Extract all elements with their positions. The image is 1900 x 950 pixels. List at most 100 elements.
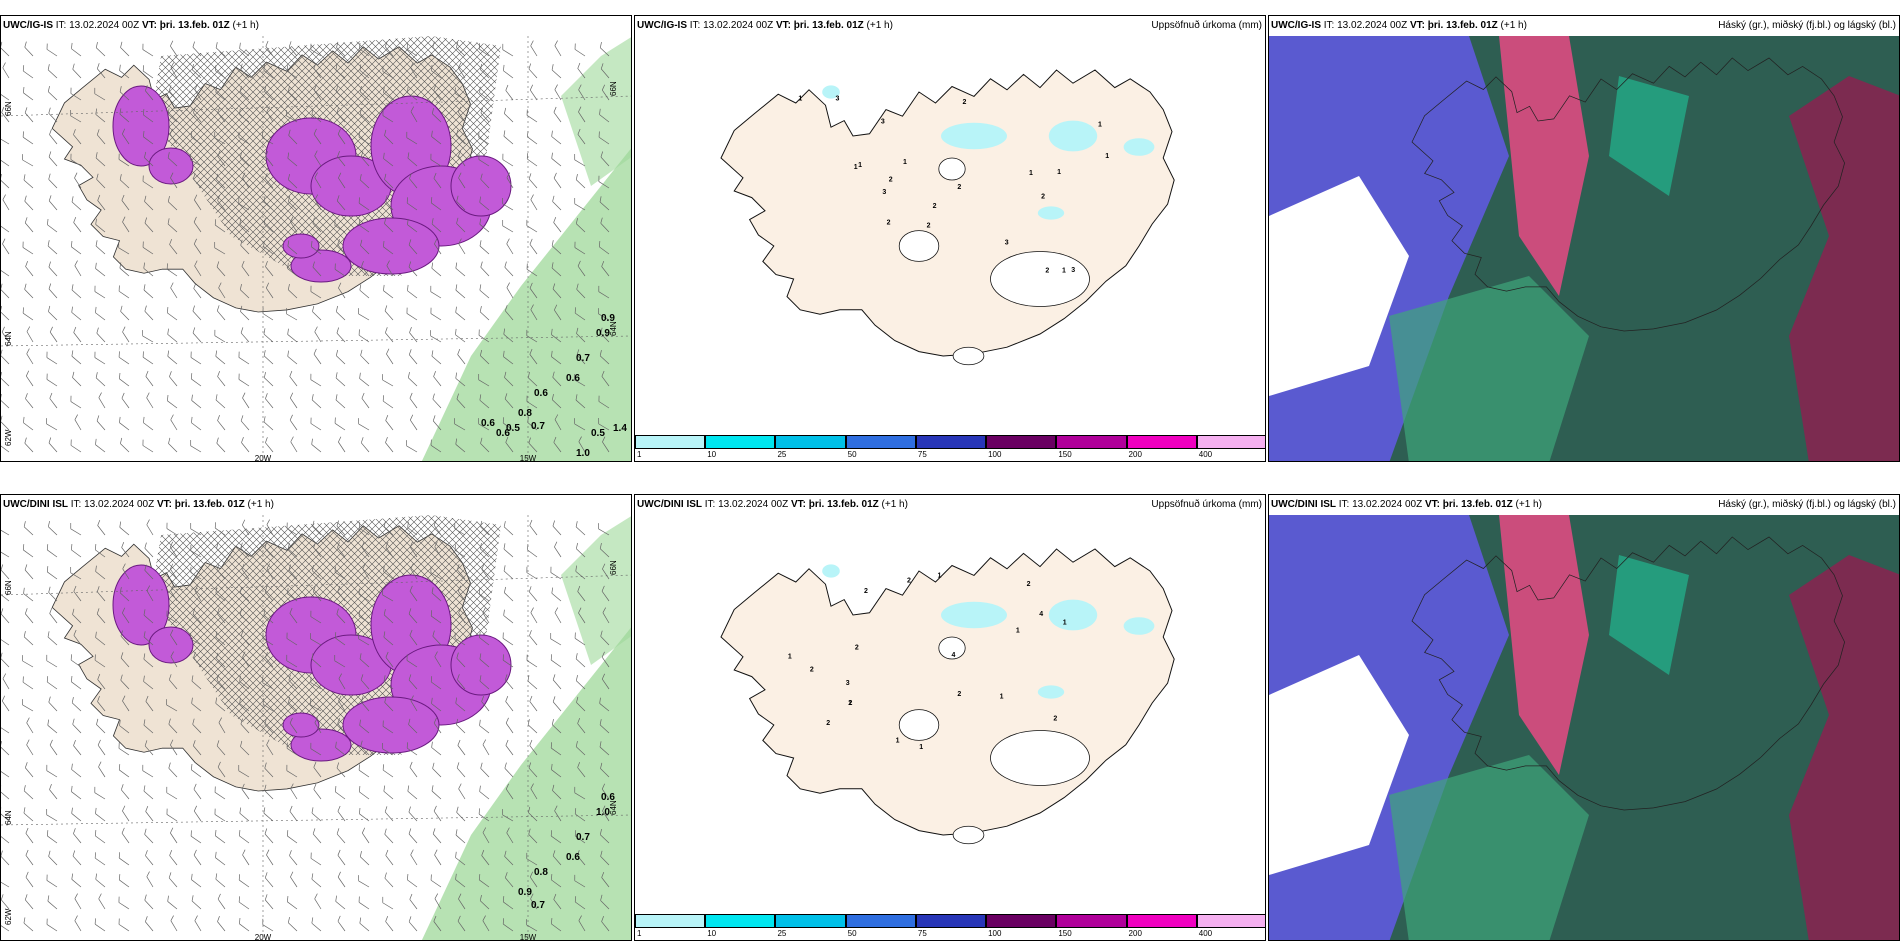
wind-barb bbox=[49, 326, 58, 343]
wind-barb bbox=[506, 282, 514, 299]
wind-barb bbox=[337, 805, 346, 822]
wind-barb bbox=[215, 86, 226, 101]
wind-barb bbox=[454, 544, 466, 558]
wind-barb bbox=[601, 651, 610, 668]
colorbar-tick: 75 bbox=[917, 929, 927, 938]
wind-barb bbox=[334, 566, 346, 580]
wind-barb bbox=[192, 173, 202, 189]
wind-barb bbox=[95, 372, 106, 387]
wind-barb bbox=[456, 41, 466, 57]
wind-barb bbox=[216, 652, 226, 668]
colorbar-swatch bbox=[845, 435, 916, 449]
rain-area bbox=[421, 148, 631, 461]
wind-barb bbox=[1, 349, 10, 365]
wind-barb bbox=[479, 284, 490, 299]
wind-barb bbox=[552, 283, 562, 299]
glacier bbox=[898, 709, 940, 741]
wind-barb bbox=[433, 371, 442, 387]
precip-value-label: 1 bbox=[858, 162, 862, 169]
wind-barb bbox=[479, 894, 490, 910]
wind-barb bbox=[95, 41, 106, 57]
wind-barb bbox=[359, 284, 370, 299]
wind-barb bbox=[553, 172, 562, 189]
wind-barb bbox=[193, 282, 202, 299]
wind-barb bbox=[290, 216, 298, 233]
wind-barb bbox=[95, 306, 106, 321]
wind-barb bbox=[287, 240, 298, 255]
wind-barb bbox=[217, 916, 226, 932]
precip-value-label: 3 bbox=[846, 680, 850, 687]
wind-barb bbox=[94, 918, 106, 932]
wind-barb bbox=[1, 608, 10, 624]
wind-barb bbox=[289, 607, 298, 624]
wind-barb bbox=[431, 130, 442, 145]
wind-barb bbox=[145, 850, 154, 866]
wind-barb bbox=[407, 874, 418, 888]
wind-barb bbox=[71, 763, 82, 778]
wind-barb bbox=[407, 785, 418, 800]
wind-barb bbox=[24, 437, 34, 453]
wind-barb bbox=[433, 805, 442, 822]
wind-barb bbox=[455, 284, 466, 299]
wind-barb bbox=[71, 873, 82, 888]
valid-time: VT: þri. 13.feb. 01Z bbox=[790, 499, 879, 510]
wind-barb bbox=[217, 370, 226, 387]
wind-barb bbox=[408, 916, 418, 932]
wind-barb bbox=[383, 785, 394, 800]
wind-barb bbox=[505, 783, 514, 800]
wind-barb bbox=[314, 326, 322, 343]
colorbar-swatch bbox=[1056, 914, 1127, 928]
wind-barb bbox=[599, 350, 610, 365]
wind-barb bbox=[528, 173, 538, 189]
wind-barb bbox=[408, 608, 418, 624]
wind-barb bbox=[503, 543, 514, 558]
wind-barb bbox=[503, 609, 514, 624]
wind-barb bbox=[214, 786, 226, 800]
wind-barb bbox=[310, 699, 322, 712]
colorbar-swatch bbox=[1126, 914, 1197, 928]
precip-value-label: 2 bbox=[855, 645, 859, 652]
wind-barb bbox=[217, 106, 226, 123]
wind-barb bbox=[577, 761, 586, 778]
wind-barb bbox=[286, 830, 298, 844]
wind-barb bbox=[502, 153, 514, 167]
wind-barb bbox=[70, 439, 82, 453]
wind-barb bbox=[337, 128, 346, 145]
wind-barb bbox=[95, 438, 106, 453]
wind-barb bbox=[409, 414, 418, 431]
precip-area bbox=[941, 122, 1007, 150]
wind-barb bbox=[578, 106, 586, 123]
wind-barb bbox=[505, 717, 514, 734]
wind-barb bbox=[118, 896, 130, 910]
colorbar-tick: 10 bbox=[707, 450, 717, 459]
wind-barb bbox=[336, 608, 346, 624]
wind-barb bbox=[48, 195, 58, 211]
wind-barb bbox=[602, 436, 610, 453]
graticule-line bbox=[1, 95, 631, 117]
wind-barb bbox=[263, 416, 274, 431]
wind-barb bbox=[194, 915, 202, 932]
wind-barb bbox=[598, 523, 610, 536]
wind-barb bbox=[94, 786, 106, 800]
wind-barb bbox=[288, 195, 298, 211]
wind-barb bbox=[264, 85, 274, 101]
wind-barb bbox=[311, 653, 322, 668]
wind-barb bbox=[1, 92, 10, 101]
wind-barb bbox=[143, 653, 154, 668]
valid-time: VT: þri. 13.feb. 01Z bbox=[156, 499, 245, 510]
wind-barb bbox=[71, 675, 82, 690]
valid-time: VT: þri. 13.feb. 01Z bbox=[141, 20, 230, 31]
wind-barb bbox=[121, 541, 130, 558]
snow-area bbox=[450, 155, 512, 217]
wind-barb bbox=[432, 41, 442, 57]
wind-barb bbox=[336, 195, 346, 211]
wind-barb bbox=[265, 652, 274, 668]
colorbar-swatch bbox=[1196, 435, 1265, 449]
wind-barb bbox=[190, 154, 202, 167]
wind-barb bbox=[502, 220, 514, 233]
precip-value-label: 2 bbox=[810, 667, 814, 674]
wind-barb bbox=[288, 564, 298, 580]
wind-barb bbox=[194, 84, 202, 101]
wind-barb bbox=[264, 586, 274, 602]
wind-barb bbox=[528, 63, 538, 79]
